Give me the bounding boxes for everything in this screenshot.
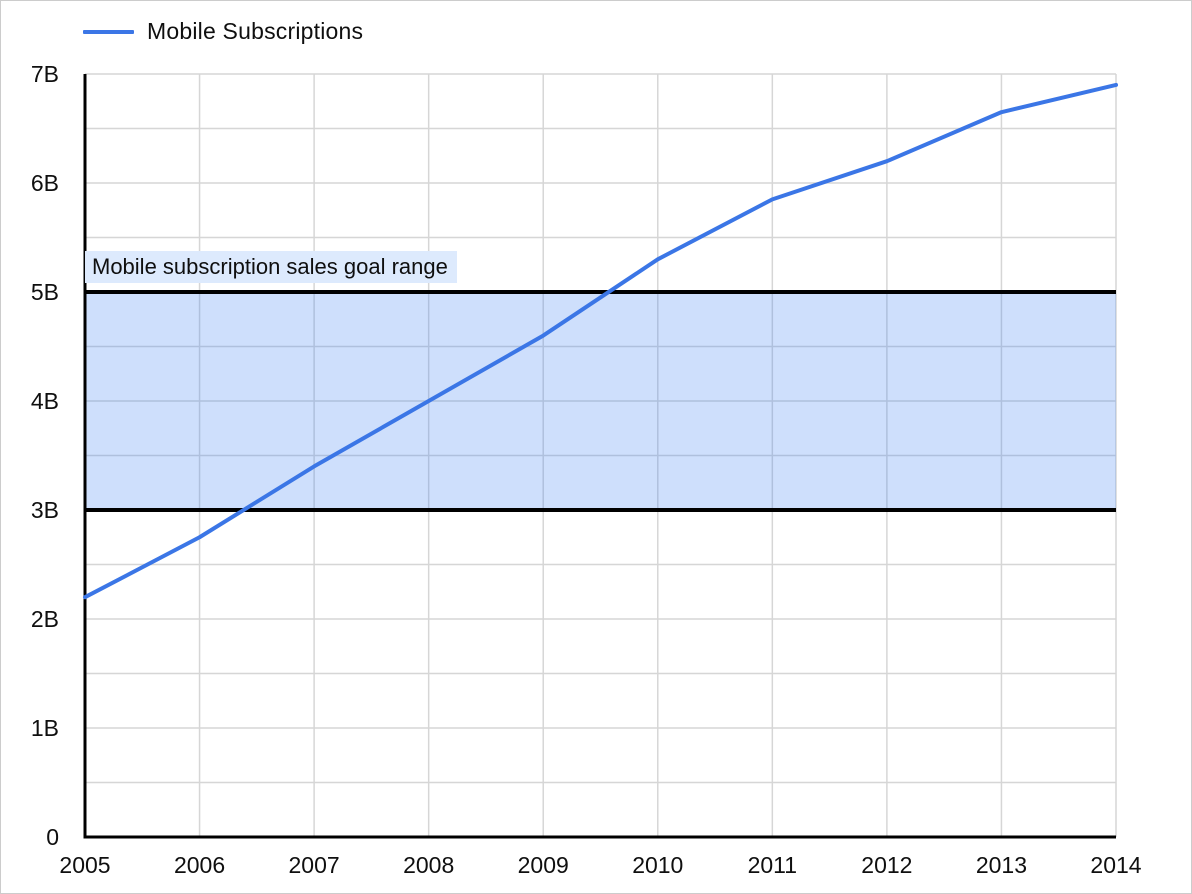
goal-band	[85, 290, 1116, 512]
svg-text:0: 0	[46, 824, 59, 850]
legend-label: Mobile Subscriptions	[147, 18, 364, 44]
svg-text:2011: 2011	[748, 852, 797, 878]
svg-text:2008: 2008	[403, 852, 454, 878]
axes	[83, 74, 1116, 839]
svg-text:2014: 2014	[1090, 852, 1141, 878]
svg-text:2007: 2007	[289, 852, 340, 878]
svg-text:2010: 2010	[632, 852, 683, 878]
y-axis-labels: 0 1B 2B 3B 4B 5B 6B 7B	[31, 61, 59, 850]
series-line	[83, 82, 1118, 600]
svg-text:2009: 2009	[518, 852, 569, 878]
svg-text:5B: 5B	[31, 279, 59, 305]
svg-text:7B: 7B	[31, 61, 59, 87]
legend-line-swatch	[83, 29, 134, 34]
svg-text:2005: 2005	[59, 852, 110, 878]
svg-text:2013: 2013	[976, 852, 1027, 878]
svg-text:1B: 1B	[31, 715, 59, 741]
goal-range-label: Mobile subscription sales goal range	[85, 251, 457, 283]
svg-text:2012: 2012	[861, 852, 912, 878]
svg-text:2B: 2B	[31, 606, 59, 632]
svg-text:3B: 3B	[31, 497, 59, 523]
svg-text:4B: 4B	[31, 388, 59, 414]
chart-legend: Mobile Subscriptions	[83, 18, 363, 45]
x-axis-labels: 2005 2006 2007 2008 2009 2010 2011 2012 2013 2014	[59, 852, 1141, 878]
svg-text:2006: 2006	[174, 852, 225, 878]
svg-text:6B: 6B	[31, 170, 59, 196]
